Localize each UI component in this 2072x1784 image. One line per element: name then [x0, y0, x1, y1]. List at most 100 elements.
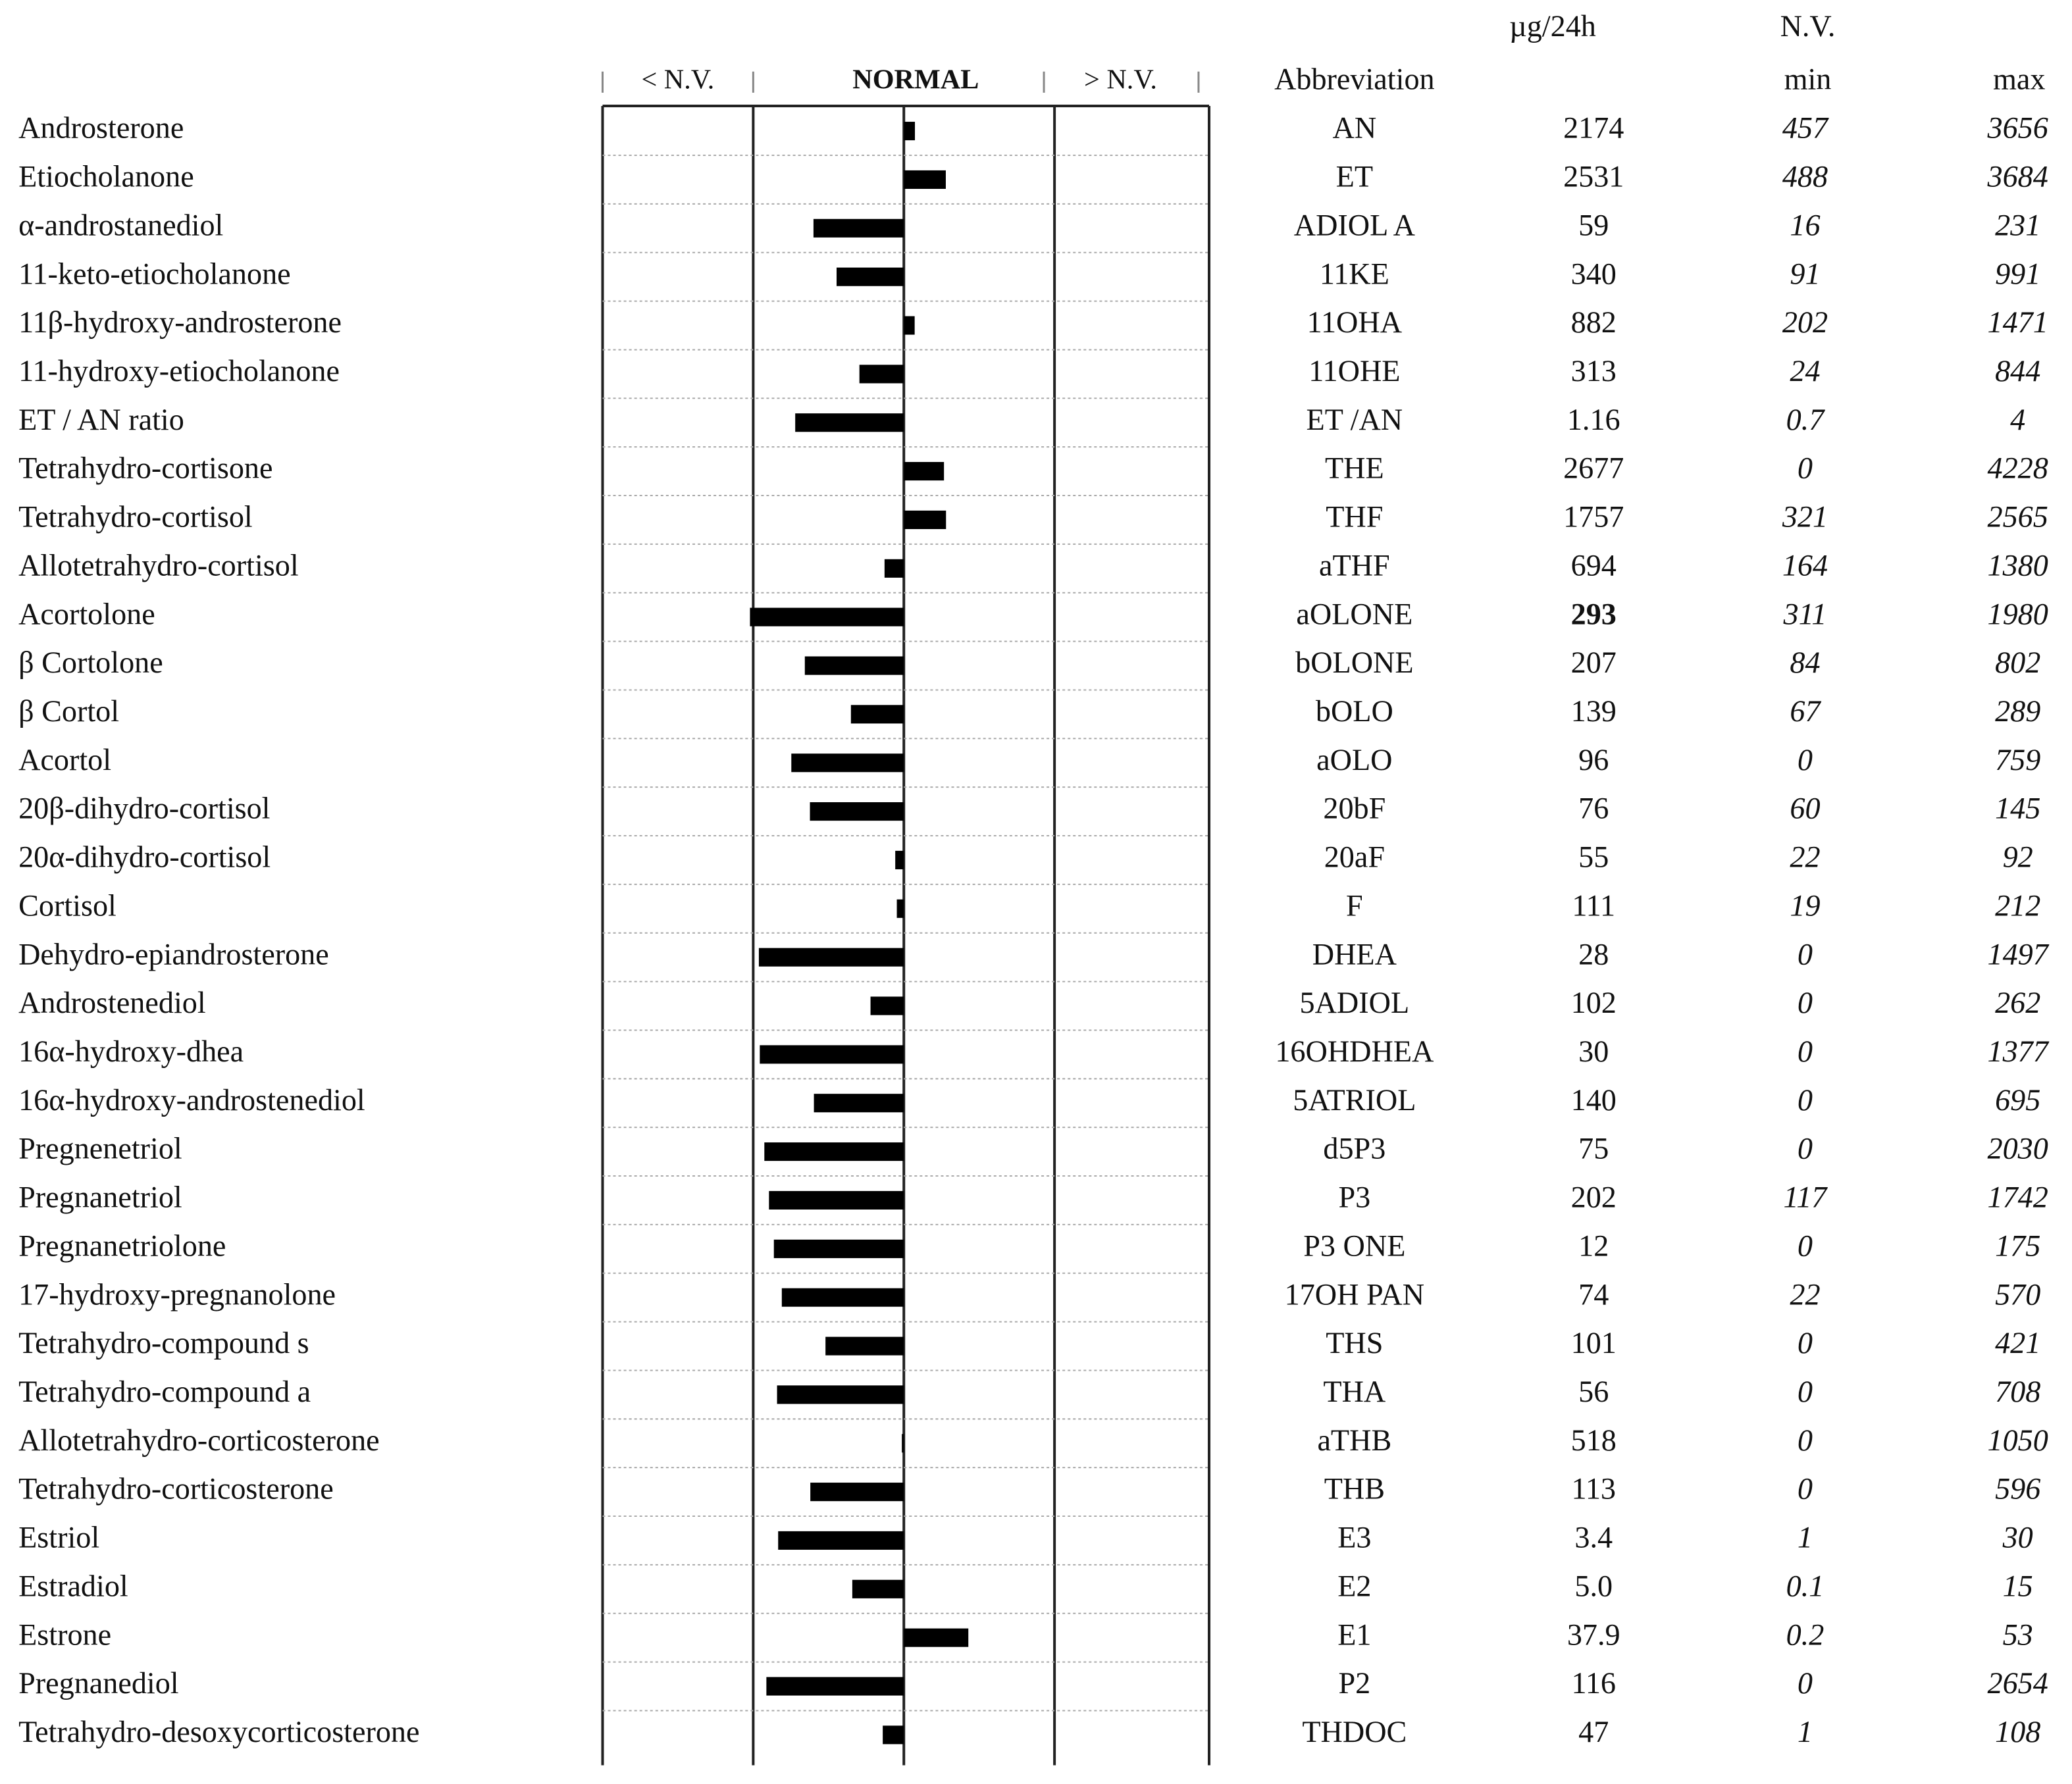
- abbreviation: aOLO: [1316, 743, 1392, 777]
- analyte-name: Cortisol: [18, 888, 117, 922]
- min: 24: [1790, 354, 1820, 388]
- max: 1380: [1988, 548, 2048, 582]
- min: 16: [1790, 208, 1820, 242]
- min: 164: [1782, 548, 1828, 582]
- abbreviation: THDOC: [1302, 1715, 1407, 1748]
- max: 844: [1995, 354, 2040, 388]
- deviation-bar: [904, 462, 945, 481]
- value: 882: [1571, 305, 1617, 339]
- max: 1050: [1988, 1423, 2048, 1457]
- abbreviation: 17OH PAN: [1285, 1277, 1424, 1311]
- min: 91: [1790, 257, 1820, 290]
- deviation-bar: [791, 753, 904, 773]
- min: 0: [1798, 1666, 1813, 1700]
- value: 47: [1578, 1715, 1609, 1748]
- min: 0: [1798, 1472, 1813, 1506]
- analyte-name: Tetrahydro-compound s: [18, 1326, 309, 1360]
- max: 4228: [1988, 451, 2048, 485]
- abbreviation: THS: [1326, 1326, 1383, 1360]
- min: 1: [1798, 1715, 1813, 1748]
- abbreviation: THE: [1325, 451, 1384, 485]
- value: 1757: [1563, 500, 1624, 534]
- max: 802: [1995, 646, 2040, 679]
- analyte-name: 20α-dihydro-cortisol: [18, 840, 271, 874]
- abbreviation: 11KE: [1320, 257, 1389, 290]
- value: 59: [1578, 208, 1609, 242]
- min: 0: [1798, 743, 1813, 777]
- abbreviation: aTHB: [1317, 1423, 1391, 1457]
- analyte-name: 11-keto-etiocholanone: [18, 257, 291, 290]
- deviation-bar: [778, 1531, 904, 1550]
- value: 12: [1578, 1229, 1609, 1262]
- deviation-bar: [795, 413, 904, 432]
- max: 145: [1995, 792, 2040, 825]
- max: 759: [1995, 743, 2040, 777]
- value: 101: [1571, 1326, 1617, 1360]
- deviation-bar: [902, 1434, 904, 1453]
- max: 53: [2003, 1618, 2033, 1651]
- abbreviation: bOLO: [1316, 694, 1393, 728]
- deviation-bar: [773, 1239, 904, 1258]
- value: 139: [1571, 694, 1617, 728]
- analyte-name: Pregnanetriolone: [18, 1229, 226, 1262]
- min: 0.1: [1786, 1569, 1825, 1602]
- abbreviation: ADIOL A: [1294, 208, 1415, 242]
- value: 1.16: [1567, 403, 1620, 436]
- abbreviation: 16OHDHEA: [1275, 1034, 1434, 1068]
- deviation-bar: [760, 1045, 904, 1064]
- abbreviation: E2: [1337, 1569, 1371, 1602]
- deviation-bar: [850, 705, 904, 724]
- value: 207: [1571, 646, 1617, 679]
- value: 113: [1571, 1472, 1616, 1506]
- deviation-bar: [766, 1677, 904, 1696]
- max: 289: [1995, 694, 2040, 728]
- max: 15: [2003, 1569, 2033, 1602]
- value: 102: [1571, 986, 1617, 1019]
- deviation-bar: [837, 267, 904, 286]
- min: 117: [1784, 1181, 1828, 1214]
- abbreviation: P2: [1338, 1666, 1370, 1700]
- max: 570: [1995, 1277, 2040, 1311]
- deviation-bar: [810, 802, 904, 821]
- min: 0.7: [1786, 403, 1826, 436]
- deviation-bar: [804, 656, 904, 675]
- max: 175: [1995, 1229, 2040, 1262]
- max: 3656: [1987, 111, 2048, 145]
- abbreviation: E1: [1337, 1618, 1371, 1651]
- deviation-bar: [904, 122, 916, 141]
- min: 60: [1790, 792, 1820, 825]
- max: 2030: [1988, 1132, 2048, 1165]
- analyte-name: 11-hydroxy-etiocholanone: [18, 354, 340, 388]
- deviation-bar: [777, 1385, 904, 1404]
- abbreviation: DHEA: [1312, 937, 1397, 971]
- max: 212: [1995, 888, 2040, 922]
- min: 19: [1790, 888, 1820, 922]
- value: 3.4: [1574, 1521, 1613, 1554]
- min: 0: [1798, 451, 1813, 485]
- deviation-bar: [904, 316, 915, 335]
- min: 0.2: [1786, 1618, 1825, 1651]
- value: 518: [1571, 1423, 1617, 1457]
- min: 0: [1798, 1083, 1813, 1117]
- max: 596: [1995, 1472, 2040, 1506]
- analyte-name: Tetrahydro-corticosterone: [18, 1472, 334, 1506]
- abbreviation: 20bF: [1323, 792, 1386, 825]
- deviation-bar: [852, 1579, 904, 1598]
- deviation-bar: [825, 1337, 904, 1356]
- deviation-bar: [769, 1190, 904, 1210]
- abbreviation: P3 ONE: [1303, 1229, 1405, 1262]
- analyte-name: 17-hydroxy-pregnanolone: [18, 1277, 336, 1311]
- min: 0: [1798, 1423, 1813, 1457]
- min-header: min: [1784, 62, 1832, 95]
- analyte-name: β Cortolone: [18, 646, 163, 679]
- value: 2174: [1563, 111, 1624, 145]
- abbreviation: THA: [1323, 1375, 1386, 1408]
- abbreviation: bOLONE: [1295, 646, 1413, 679]
- min: 22: [1790, 1277, 1820, 1311]
- min: 0: [1798, 1229, 1813, 1262]
- above-header: > N.V.: [1084, 64, 1157, 95]
- header-ticks: [601, 71, 1200, 93]
- abbreviation: d5P3: [1323, 1132, 1386, 1165]
- analyte-name: Estriol: [18, 1521, 99, 1554]
- value: 37.9: [1567, 1618, 1620, 1651]
